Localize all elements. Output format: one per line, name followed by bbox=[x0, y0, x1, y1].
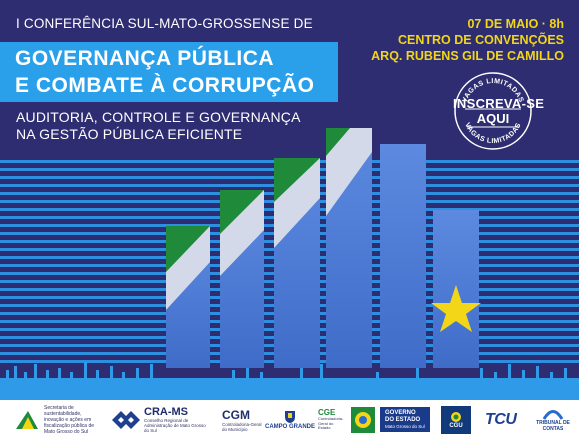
leaf-icon bbox=[16, 410, 38, 429]
event-venue-line-2: ARQ. RUBENS GIL DE CAMILLO bbox=[371, 49, 564, 63]
conference-kicker: I CONFERÊNCIA SUL-MATO-GROSSENSE DE bbox=[16, 16, 313, 31]
logo-cge: CGE Controladoria-Geral do Estado bbox=[318, 400, 346, 439]
equalizer-strip bbox=[0, 362, 579, 400]
subtitle-line-1: AUDITORIA, CONTROLE E GOVERNANÇA bbox=[16, 109, 301, 125]
title-highlight bbox=[0, 42, 338, 102]
city-crest-icon bbox=[285, 410, 295, 423]
logo-cra-ms-sub: Conselho Regional de Administração de Ma… bbox=[144, 418, 206, 433]
register-stamp[interactable]: VAGAS LIMITADAS VAGAS LIMITADAS INSCREVA… bbox=[453, 71, 545, 151]
cra-diamond-icon bbox=[112, 410, 140, 429]
logo-cgu-text: CGU bbox=[449, 422, 463, 429]
logo-tribunal-text: TRIBUNAL DE CONTAS bbox=[536, 419, 570, 432]
event-venue-line-1: CENTRO DE CONVENÇÕES bbox=[398, 33, 564, 47]
logo-tcu-text: TCU bbox=[485, 410, 517, 428]
logo-cra-ms-text: CRA-MS bbox=[144, 406, 188, 418]
logo-governo-text: GOVERNO DO ESTADO bbox=[385, 410, 421, 423]
state-emblem-icon bbox=[351, 406, 375, 433]
bar-3 bbox=[274, 158, 320, 368]
logo-campo-grande-text: CAMPO GRANDE bbox=[265, 423, 316, 430]
logo-campo-grande: CAMPO GRANDE bbox=[265, 400, 315, 439]
logo-cra-ms: CRA-MS Conselho Regional de Administraçã… bbox=[112, 400, 206, 439]
bar-4 bbox=[326, 128, 372, 368]
bar-2 bbox=[220, 190, 264, 368]
logo-governo-ms: GOVERNO DO ESTADO Mato Grosso do Sul bbox=[380, 400, 430, 439]
star-icon bbox=[431, 285, 481, 332]
logo-cgm-sub: Controladoria-Geral do Município bbox=[222, 421, 262, 432]
stamp-ring: VAGAS LIMITADAS VAGAS LIMITADAS bbox=[454, 72, 532, 150]
tribunal-arc-icon bbox=[542, 409, 564, 420]
logo-governo-sub: Mato Grosso do Sul bbox=[385, 424, 425, 429]
cgu-crest-icon bbox=[451, 411, 461, 422]
event-date-time: 07 DE MAIO · 8h bbox=[467, 17, 564, 31]
event-info: 07 DE MAIO · 8h CENTRO DE CONVENÇÕES ARQ… bbox=[371, 16, 564, 64]
logo-tribunal-contas: TRIBUNAL DE CONTAS bbox=[536, 400, 570, 439]
stamp-line-2: AQUI bbox=[476, 111, 510, 126]
logo-cgm-text: CGM bbox=[222, 407, 250, 422]
bar-5 bbox=[380, 144, 426, 368]
logo-sustentabilidade: Secretaria de sustentabilidade, inovação… bbox=[14, 400, 102, 439]
logo-ms-emblem bbox=[351, 400, 375, 439]
logo-cgu: CGU bbox=[441, 400, 471, 439]
sponsor-footer: Secretaria de sustentabilidade, inovação… bbox=[0, 400, 579, 439]
logo-tcu: TCU bbox=[485, 400, 517, 439]
logo-cge-sub: Controladoria-Geral do Estado bbox=[318, 416, 344, 431]
logo-cgm: CGM Controladoria-Geral do Município bbox=[222, 400, 262, 439]
logo-sustentabilidade-text: Secretaria de sustentabilidade, inovação… bbox=[44, 404, 95, 435]
page-title-line-1: GOVERNANÇA PÚBLICA bbox=[15, 47, 275, 70]
page-title-line-2: E COMBATE À CORRUPÇÃO bbox=[15, 74, 315, 97]
stamp-line-1: INSCREVA-SE bbox=[453, 96, 545, 111]
subtitle-line-2: NA GESTÃO PÚBLICA EFICIENTE bbox=[16, 126, 243, 142]
bar-chart-art bbox=[166, 128, 481, 368]
bar-6 bbox=[431, 210, 481, 368]
subtitle: AUDITORIA, CONTROLE E GOVERNANÇA NA GEST… bbox=[16, 109, 301, 143]
logo-cge-text: CGE bbox=[318, 408, 336, 418]
bar-1 bbox=[166, 226, 210, 368]
